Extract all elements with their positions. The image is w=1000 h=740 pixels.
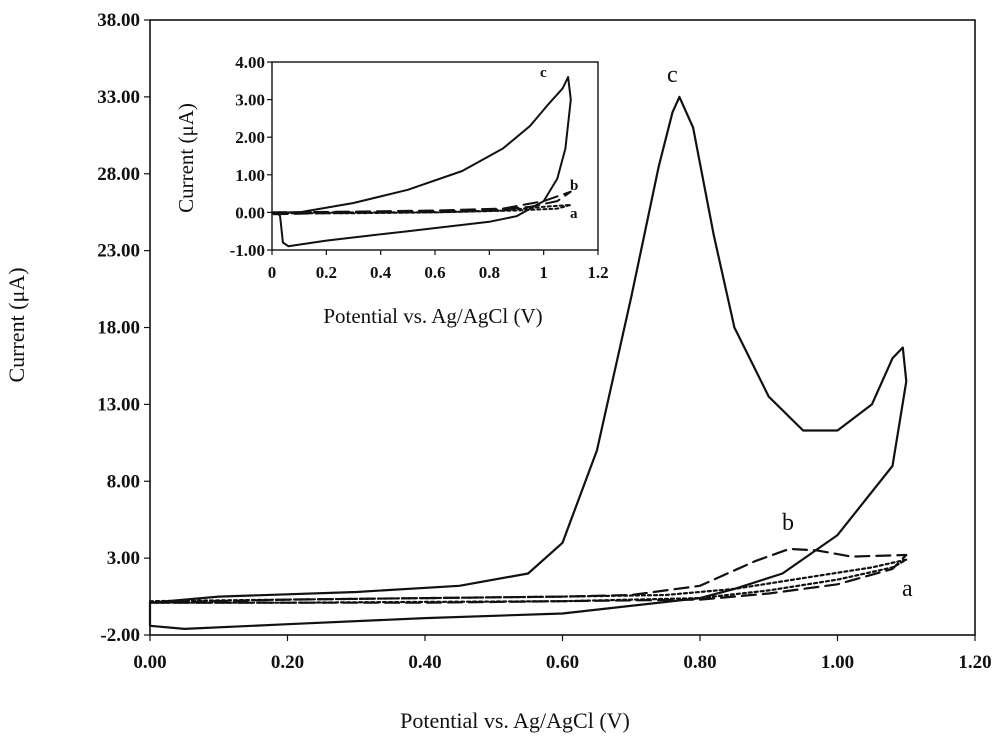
inset-ticks: 0 0.2 0.4 0.6 0.8 1 1.2 -1.00 0.00 1.00 2.00 3.00 4.… (230, 53, 609, 282)
main-y-tick-label: 28.00 (97, 164, 140, 185)
inset-series-c-curve (276, 76, 572, 248)
inset-y-tick-label: 2.00 (235, 128, 265, 147)
main-y-tick-label: 33.00 (97, 87, 140, 108)
inset-x-tick-label: 0.6 (424, 263, 445, 282)
main-x-tick-label: 0.40 (408, 652, 441, 673)
inset-y-tick-label: 0.00 (235, 203, 265, 222)
inset-x-tick-label: 0.4 (370, 263, 392, 282)
inset-x-axis-title: Potential vs. Ag/AgCl (V) (323, 304, 542, 328)
main-series (148, 95, 908, 630)
inset-y-tick-label: 3.00 (235, 91, 265, 110)
main-y-tick-label: 38.00 (97, 10, 140, 31)
inset-x-tick-label: 0 (268, 263, 277, 282)
main-curve-label-b: b (782, 510, 794, 536)
inset-series-b-curve (271, 190, 572, 216)
main-curve-label-c: c (667, 62, 678, 88)
main-x-tick-label: 0.00 (133, 652, 166, 673)
inset-series (271, 76, 572, 248)
main-x-tick-label: 1.00 (821, 652, 854, 673)
main-y-tick-label: 3.00 (107, 548, 140, 569)
main-curve-label-a: a (902, 576, 913, 602)
main-chart: 0.00 0.20 0.40 0.60 0.80 1.00 1.20-2.003.008.0… (4, 10, 992, 733)
main-y-axis-title: Current (μA) (4, 267, 29, 382)
main-ticks: 0.00 0.20 0.40 0.60 0.80 1.00 1.20-2.003.008.0… (97, 10, 991, 673)
main-x-axis-title: Potential vs. Ag/AgCl (V) (400, 708, 630, 733)
main-x-tick-label: 1.20 (958, 652, 991, 673)
inset-background (162, 48, 612, 335)
inset-curve-label-a: a (570, 206, 578, 222)
inset-y-tick-label: 1.00 (235, 166, 265, 185)
main-y-tick-label: -2.00 (100, 625, 140, 646)
main-series-b-curve (148, 547, 908, 604)
inset-y-axis-title: Current (μA) (174, 103, 198, 213)
inset-x-tick-label: 1 (539, 263, 548, 282)
main-x-tick-label: 0.80 (683, 652, 716, 673)
inset-curve-label-b: b (570, 178, 578, 194)
main-x-tick-label: 0.60 (546, 652, 579, 673)
inset-x-tick-label: 0.8 (479, 263, 500, 282)
main-y-tick-label: 13.00 (97, 394, 140, 415)
main-y-tick-label: 23.00 (97, 241, 140, 262)
main-x-tick-label: 0.20 (271, 652, 304, 673)
main-y-tick-label: 8.00 (107, 471, 140, 492)
main-series-c-curve (148, 95, 908, 630)
inset-x-tick-label: 1.2 (587, 263, 608, 282)
inset-y-tick-label: -1.00 (230, 241, 265, 260)
inset-chart: 0 0.2 0.4 0.6 0.8 1 1.2 -1.00 0.00 1.00 2.00 3.00 4.… (162, 48, 612, 335)
inset-x-tick-label: 0.2 (316, 263, 337, 282)
main-y-tick-label: 18.00 (97, 318, 140, 339)
inset-curve-label-c: c (540, 65, 547, 81)
inset-y-tick-label: 4.00 (235, 53, 265, 72)
